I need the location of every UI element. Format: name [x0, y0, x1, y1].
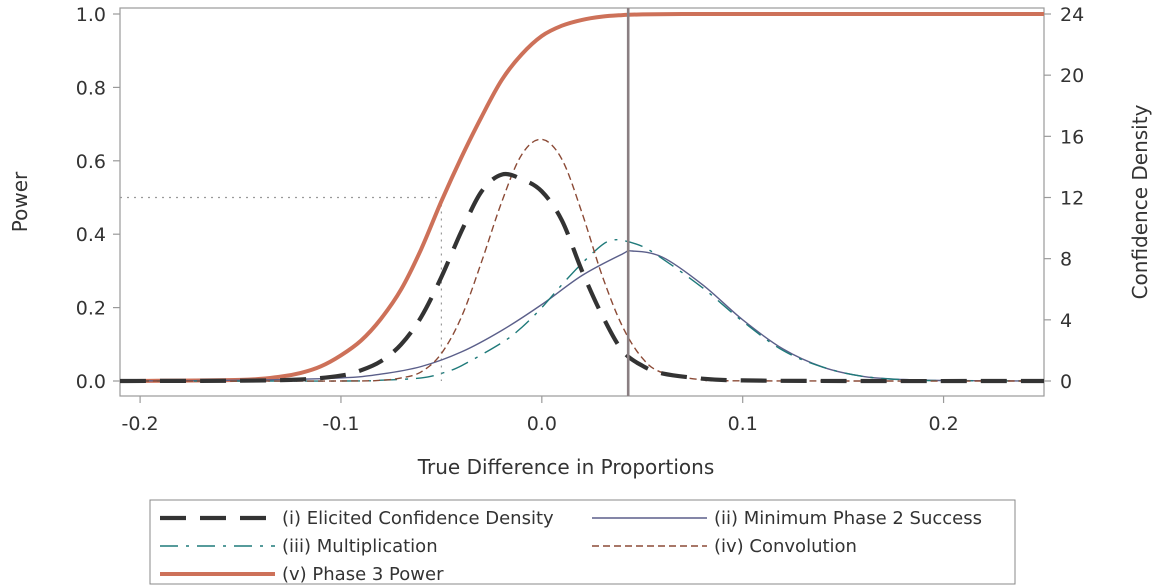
- series-line: [119, 171, 1045, 384]
- y-tick-label: 0.0: [76, 371, 106, 393]
- x-tick-label: 0.0: [527, 413, 557, 435]
- y2-tick-label: 4: [1060, 310, 1072, 332]
- series-line: [119, 138, 1045, 382]
- x-tick-label: 0.1: [728, 413, 758, 435]
- x-tick-label: 0.2: [928, 413, 958, 435]
- axes: -0.2 -0.1 0.0 0.1 0.2 0.0 0.2 0.4 0.6 0.8 1.0 0 4 8 12…: [76, 4, 1084, 435]
- y-tick-label: 0.8: [76, 77, 106, 99]
- series-line: [119, 238, 1045, 382]
- y-axis-title: Power: [8, 171, 32, 232]
- series-line: [119, 249, 1045, 382]
- legend-entries: (i) Elicited Confidence Density (ii) Mini…: [160, 508, 982, 585]
- y-tick-label: 0.2: [76, 298, 106, 320]
- x-axis-title: True Difference in Proportions: [417, 455, 715, 479]
- y2-tick-label: 16: [1060, 126, 1084, 148]
- legend-label: (i) Elicited Confidence Density: [282, 508, 554, 529]
- y2-axis-title: Confidence Density: [1128, 104, 1152, 299]
- legend-label: (ii) Minimum Phase 2 Success: [714, 508, 982, 529]
- reference-lines: [120, 196, 442, 381]
- legend-label: (iv) Convolution: [714, 536, 857, 557]
- legend: (i) Elicited Confidence Density (ii) Mini…: [149, 499, 1016, 585]
- y2-tick-label: 12: [1060, 188, 1084, 210]
- y2-tick-label: 24: [1060, 4, 1084, 26]
- y2-tick-label: 0: [1060, 371, 1072, 393]
- plot-area-frame: [119, 7, 1045, 397]
- y2-tick-label: 20: [1060, 65, 1084, 87]
- y-tick-label: 0.6: [76, 151, 106, 173]
- y-tick-label: 0.4: [76, 224, 106, 246]
- y-tick-label: 1.0: [76, 4, 106, 26]
- x-tick-label: -0.1: [322, 413, 359, 435]
- series-line: [119, 11, 1044, 383]
- series-lines: [119, 8, 1045, 396]
- legend-box: [149, 499, 1016, 585]
- y2-tick-label: 8: [1060, 249, 1072, 271]
- legend-label: (iii) Multiplication: [282, 536, 438, 557]
- x-tick-label: -0.2: [122, 413, 159, 435]
- legend-label: (v) Phase 3 Power: [282, 564, 444, 585]
